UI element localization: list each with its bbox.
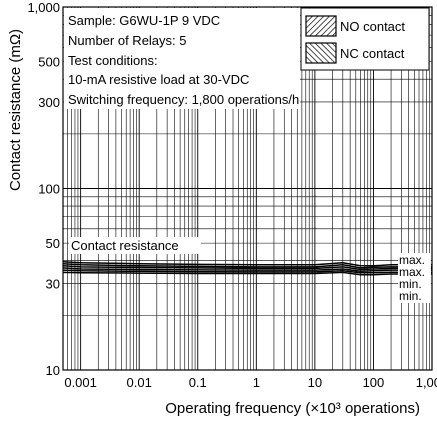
tick-labels: 0.001 0.01 0.1 1 10 100 1,000 10 30 50 100 300 500 1,… — [27, 0, 437, 390]
y-tick-label: 300 — [38, 95, 60, 110]
series-line-4 — [62, 267, 432, 273]
info-line-sample: Sample: G6WU-1P 9 VDC — [68, 13, 220, 28]
y-axis-label: Contact resistance (mΩ) — [7, 29, 24, 191]
y-tick-label: 1,000 — [27, 0, 60, 15]
info-line-switching-frequency: Switching frequency: 1,800 operations/h — [68, 92, 299, 107]
band-label: Contact resistance — [71, 238, 179, 253]
info-line-test-conditions: Test conditions: — [68, 53, 158, 68]
x-tick-label: 1 — [253, 375, 260, 390]
x-tick-label: 0.01 — [127, 375, 152, 390]
band-label-box: Contact resistance — [69, 237, 201, 254]
series-line-2 — [62, 262, 432, 269]
right-label-min-1: min. — [399, 277, 422, 291]
right-labels: max. max. min. min. — [398, 253, 431, 303]
x-tick-label: 1,000 — [416, 375, 437, 390]
y-tick-label: 500 — [38, 55, 60, 70]
y-tick-label: 50 — [46, 236, 60, 251]
legend-label-nc-contact: NC contact — [340, 46, 405, 61]
info-line-relays: Number of Relays: 5 — [68, 33, 187, 48]
legend-swatch-no-contact — [305, 15, 337, 37]
legend-label-no-contact: NO contact — [340, 19, 405, 34]
legend-swatch-nc-contact — [305, 42, 337, 64]
y-tick-label: 30 — [46, 276, 60, 291]
right-label-max-1: max. — [399, 253, 425, 267]
x-tick-label: 100 — [363, 375, 385, 390]
x-tick-label: 0.1 — [189, 375, 207, 390]
info-box: Sample: G6WU-1P 9 VDC Number of Relays: … — [64, 8, 300, 109]
legend: NO contact NC contact — [300, 7, 430, 71]
series-line-1 — [62, 260, 432, 267]
x-tick-label: 10 — [308, 375, 322, 390]
x-tick-label: 0.001 — [64, 375, 97, 390]
series-line-6 — [62, 271, 432, 276]
right-label-min-2: min. — [399, 289, 422, 303]
series-line-5 — [62, 269, 432, 274]
y-tick-label: 100 — [38, 182, 60, 197]
plot-frame — [62, 6, 433, 371]
series-line-3 — [62, 265, 432, 271]
series-lines — [62, 260, 432, 276]
y-tick-label: 10 — [46, 363, 60, 378]
x-axis-label: Operating frequency (×10³ operations) — [165, 400, 420, 417]
right-label-max-2: max. — [399, 265, 425, 279]
info-line-load: 10-mA resistive load at 30-VDC — [68, 72, 249, 87]
